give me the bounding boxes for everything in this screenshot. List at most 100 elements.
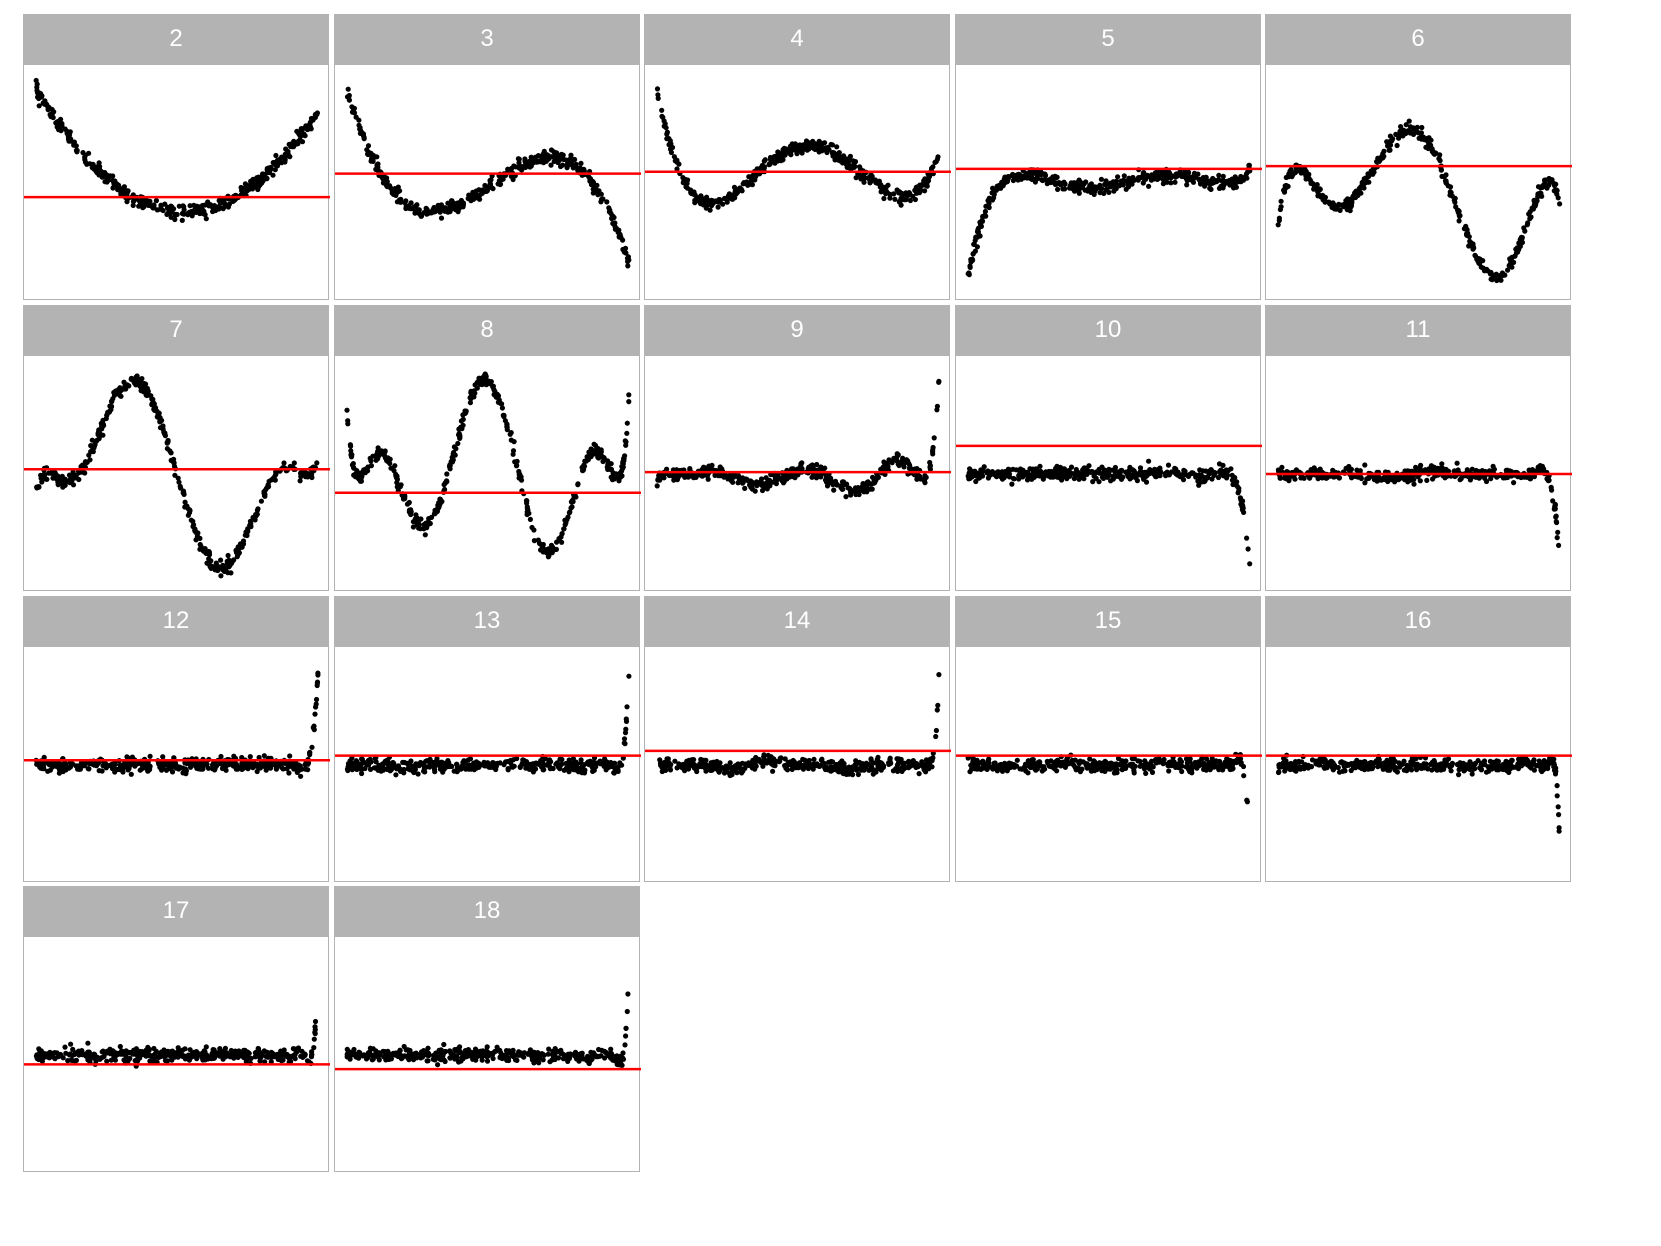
data-point [707,207,713,213]
data-point [298,127,304,133]
data-point [41,754,47,760]
data-point [126,383,132,389]
data-point [1526,467,1532,473]
data-point [930,451,936,457]
data-point [1037,473,1043,479]
data-point [726,476,732,482]
data-point [985,468,991,474]
data-point [196,209,202,215]
data-point [248,522,254,529]
data-point [613,225,620,232]
data-point [225,762,231,768]
data-point [700,202,707,208]
data-point [472,390,478,396]
data-point [169,769,176,775]
data-point [518,477,525,483]
data-point [190,523,196,530]
data-point [1088,189,1094,195]
data-point [55,479,61,485]
data-point [402,199,408,206]
data-point [540,155,546,161]
data-point [865,481,871,487]
data-point [392,463,398,469]
data-point [268,166,274,172]
data-point [234,550,240,556]
data-point [1401,130,1407,136]
data-point [203,216,209,222]
data-point [1432,468,1439,474]
data-point [1216,172,1222,178]
data-point [1090,479,1096,485]
scatter-plot [24,670,330,779]
data-point [61,483,67,489]
data-point [816,138,822,144]
data-point [490,384,496,390]
data-point [1173,171,1179,177]
data-point [89,437,95,443]
data-point [1197,474,1203,480]
data-point [698,193,704,199]
data-point [38,91,44,97]
data-point [1166,472,1172,478]
plot-area [23,64,330,300]
data-point [1527,216,1533,222]
data-point [465,195,471,202]
data-point [931,435,937,441]
data-point [572,156,578,163]
data-point [1061,469,1067,475]
data-point [1045,178,1051,185]
data-point [367,766,374,772]
data-point [1062,186,1068,192]
data-point [1488,271,1494,277]
data-point [992,471,998,477]
data-point [206,556,212,562]
data-point [365,143,372,149]
data-point [1411,481,1417,487]
data-point [345,767,351,774]
data-point [566,510,572,516]
data-point [744,476,750,482]
data-point [94,761,100,767]
data-point [1311,465,1317,471]
data-point [73,147,79,153]
data-point [1553,513,1559,519]
data-point [487,181,493,187]
data-point [301,131,307,137]
data-point [1146,183,1152,189]
data-point [1282,183,1288,189]
data-point [61,762,68,768]
data-point [63,767,69,773]
data-point [881,195,887,202]
data-point [164,439,170,445]
data-point [83,459,89,465]
data-point [436,206,442,212]
data-point [798,463,804,469]
data-point [897,190,903,196]
data-point [870,474,876,480]
data-point [1066,467,1072,474]
data-point [1040,171,1046,177]
data-point [50,760,56,767]
data-point [742,485,748,491]
data-point [393,772,399,778]
data-point [794,151,800,157]
data-point [1110,180,1117,186]
data-point [1009,481,1015,487]
data-point [127,762,133,769]
data-point [218,557,224,563]
data-point [745,182,751,188]
data-point [559,531,565,537]
data-point [426,516,432,522]
data-point [68,760,75,766]
data-point [982,208,988,215]
data-point [353,472,359,478]
data-point [55,473,61,480]
data-point [172,763,178,769]
data-point [839,479,846,485]
data-point [198,543,204,549]
scatter-plot [24,373,330,579]
data-point [402,494,408,500]
data-point [535,537,541,543]
data-point [432,507,438,513]
plot-area [955,355,1262,591]
